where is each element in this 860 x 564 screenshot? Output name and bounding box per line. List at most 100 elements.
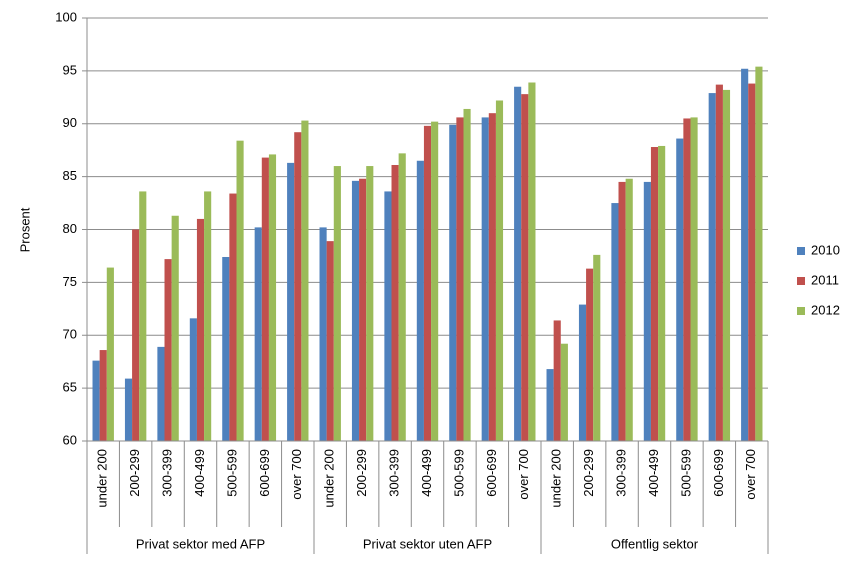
bar [488,113,496,442]
bar [643,181,651,441]
bar [254,227,262,441]
bar [164,259,172,441]
bar [431,121,439,441]
x-tick-label: 200-299 [354,449,369,497]
bar [676,138,684,441]
bar [416,160,424,441]
bar [171,215,179,441]
legend-swatch [797,247,805,255]
x-tick-label: 500-599 [451,449,466,497]
x-tick-label: 300-399 [387,449,402,497]
bar [268,154,277,442]
bar [741,68,749,441]
x-tick-label: 200-299 [581,449,596,497]
bar [611,203,619,441]
bar [755,66,763,442]
x-tick-label: under 200 [322,449,337,508]
legend-label: 2010 [811,242,840,257]
bar [463,108,471,441]
bar [351,180,360,442]
y-tick-label: 75 [63,274,77,289]
x-tick-label: 400-499 [419,449,434,497]
x-tick-label: over 700 [516,449,531,500]
x-tick-label: 600-699 [257,449,272,497]
bar [546,369,554,441]
bar [715,84,723,441]
bar [625,178,633,442]
bar [578,304,587,441]
bar [236,140,244,442]
bar [301,120,309,441]
bar [722,89,731,441]
legend-label: 2011 [811,272,839,287]
bar [366,166,374,442]
group-label: Offentlig sektor [611,536,699,551]
bar [261,157,269,441]
x-tick-label: 400-499 [646,449,661,497]
bar [449,124,457,442]
bar [333,166,341,442]
bar [139,191,147,441]
bar [189,318,197,441]
x-tick-label: over 700 [289,449,304,500]
bar [593,254,601,441]
bar [398,153,406,442]
bar [683,118,691,442]
bar [495,100,504,442]
bar [222,256,230,441]
x-tick-label: 300-399 [614,449,629,497]
y-tick-label: 80 [63,221,77,236]
y-tick-label: 95 [63,62,77,77]
bar [391,164,399,441]
bar [157,346,165,441]
x-tick-label: 600-699 [711,449,726,497]
bar [124,378,133,441]
x-tick-label: 600-699 [484,449,499,497]
bar [319,227,327,441]
x-tick-label: under 200 [549,449,564,508]
bar [132,229,140,441]
bar [99,350,107,441]
bar [196,218,205,441]
group-label: Privat sektor uten AFP [363,536,492,551]
y-tick-label: 70 [63,327,77,342]
legend-swatch [797,307,805,315]
bar [514,86,522,442]
bar [287,162,295,441]
bar [708,93,716,442]
bar [618,181,626,441]
bar [359,178,367,442]
x-tick-label: over 700 [743,449,758,500]
y-tick-label: 60 [63,432,77,447]
y-axis-label: Prosent [17,207,32,252]
bar [690,117,698,441]
bar [553,320,561,441]
bar [106,267,114,441]
bar [423,125,432,442]
bar [650,147,659,441]
x-tick-label: 500-599 [224,449,239,497]
bar [384,191,392,441]
legend-swatch [797,277,805,285]
x-tick-label: 400-499 [192,449,207,497]
y-tick-label: 85 [63,168,77,183]
bar [586,268,594,441]
x-tick-label: 200-299 [127,449,142,497]
bar [528,82,536,441]
bar [560,343,568,441]
bar [456,117,464,441]
y-tick-label: 100 [55,9,77,24]
bar [658,145,666,441]
group-label: Privat sektor med AFP [136,536,265,551]
bar [294,132,302,441]
bar [326,241,334,441]
y-tick-label: 65 [63,380,77,395]
bar [521,94,529,441]
x-tick-label: 500-599 [678,449,693,497]
bar [92,360,100,441]
bar [748,83,756,441]
x-tick-label: under 200 [95,449,110,508]
bar [481,117,489,441]
bar [229,193,237,441]
